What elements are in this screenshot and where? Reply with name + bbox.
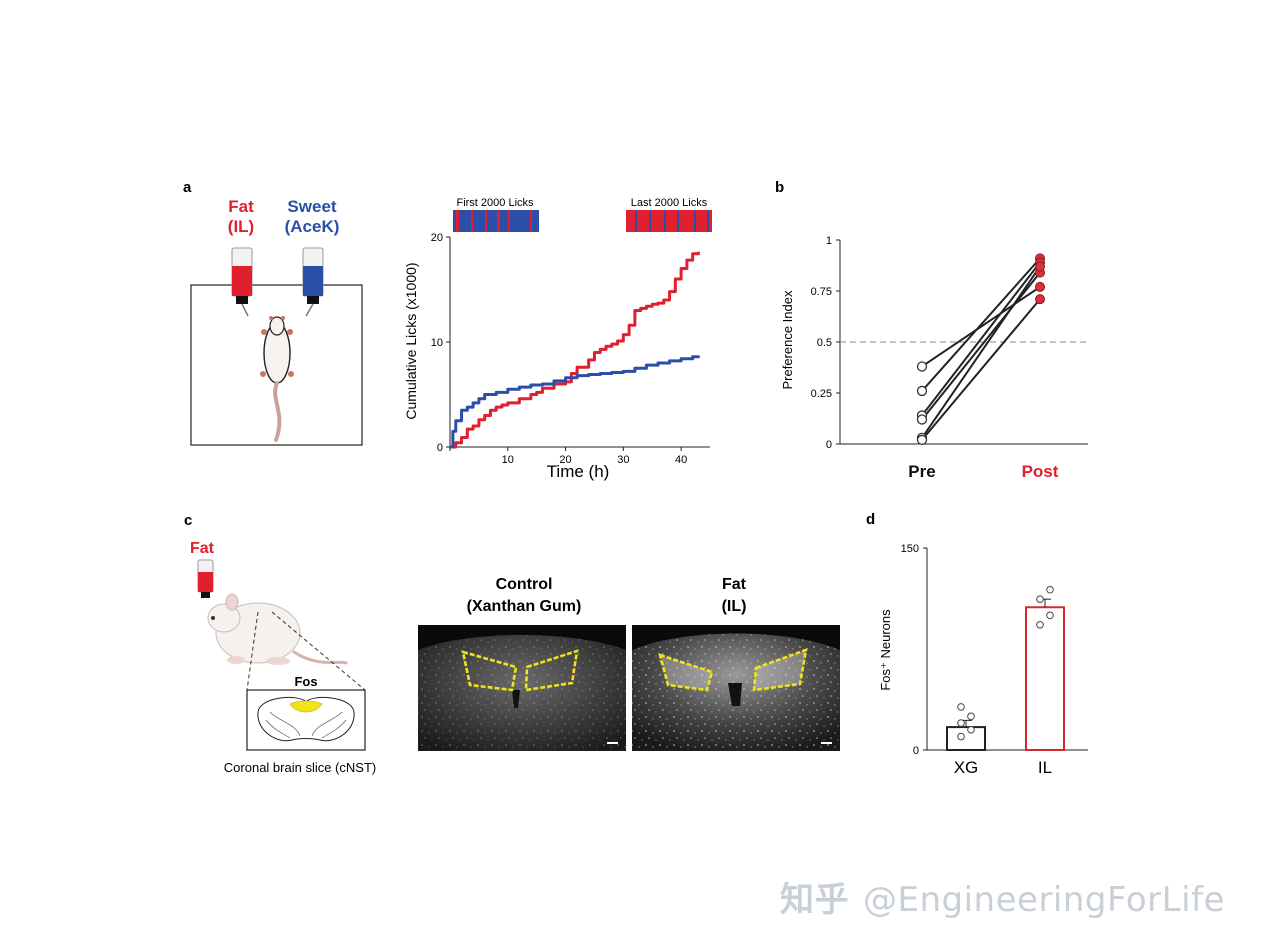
pref-pair-line [921,286,1041,368]
pref-pair-line [921,298,1041,441]
fos-category-label: IL [1038,758,1052,777]
pref-pre-point [916,361,928,372]
pref-post-point [1035,294,1045,305]
fat-sublabel: (IL) [228,217,254,236]
panel-a-letter: a [183,179,192,196]
licks-series-1 [450,355,700,449]
last-licks-label: Last 2000 Licks [631,197,708,209]
pref-post-point [1035,261,1045,272]
brain-slice-icon [257,696,355,742]
control-roi-right [524,649,579,692]
fos-y-tick-label: 0 [913,745,919,757]
sweet-label: Sweet [287,197,336,216]
control-title-line-2: (Xanthan Gum) [467,598,582,615]
watermark: 知乎 @EngineeringForLife [780,872,1225,921]
fos-data-point [1046,585,1054,594]
cumulative-licks-chart: Cumulative Licks (x1000) Time (h) 10 20 30… [403,232,710,481]
panel-c-letter: c [184,512,192,529]
panel-a: a Fat (IL) Sweet (AceK) [183,179,712,481]
sweet-bottle-icon [302,247,324,317]
pref-y-tick-label: 1 [826,235,832,247]
fos-data-point [957,719,965,727]
first-licks-label: First 2000 Licks [456,197,534,209]
licks-series-0 [450,251,700,449]
pref-category-label: Post [1022,462,1059,481]
zhihu-logo: 知乎 [780,880,849,920]
pref-post-point [1035,281,1045,292]
control-micrograph [418,625,626,751]
panel-c: c Fat Fos Coronal brain slice [184,512,840,775]
pref-pre-point [916,434,928,446]
pref-y-tick-label: 0.25 [811,388,832,400]
panel-d-letter: d [866,511,875,528]
pref-y-tick-label: 0.5 [817,337,832,349]
fat-roi-right [752,648,808,692]
slice-caption: Coronal brain slice (cNST) [224,760,376,775]
control-roi-left [461,650,518,692]
fat-micrograph [632,625,840,751]
licks-x-tick-label: 20 [559,454,571,466]
licks-y-tick-label: 20 [431,232,443,244]
mouse-top-view-icon [260,316,294,442]
panel-b-letter: b [775,179,784,196]
licks-y-tick-label: 10 [431,337,443,349]
fos-data-point [967,726,975,734]
fos-category-label: XG [954,758,979,777]
fos-bar [1025,606,1065,752]
licks-x-tick-label: 30 [617,454,629,466]
zoom-line-left [246,611,259,691]
pref-y-tick-label: 0 [826,439,832,451]
first-licks-bar [453,210,539,232]
pref-pre-point [916,385,928,397]
watermark-handle: @EngineeringForLife [863,880,1225,920]
fos-data-point [967,712,975,721]
pref-category-label: Pre [908,462,935,481]
c-fat-label: Fat [190,540,215,557]
pref-pair-line [921,261,1041,417]
pref-pair-line [921,257,1041,392]
licks-x-tick-label: 10 [502,454,514,466]
fos-data-point [1036,620,1044,629]
fos-label: Fos [294,674,317,689]
licks-x-tick-label: 40 [675,454,687,466]
fos-data-point [957,703,965,711]
fos-bar [946,726,986,752]
fos-y-axis-label: Fos⁺ Neurons [878,609,893,691]
fat-bottle-icon [231,247,253,317]
preference-index-chart: Preference Index 0 0.25 0.5 0.75 1 Pre Post [780,235,1088,481]
fos-data-point [1046,611,1054,620]
panel-d: d Fos⁺ Neurons 0 150 XG IL [866,511,1088,777]
panel-b: b Preference Index 0 0.25 0.5 0.75 1 Pre Post [775,179,1088,481]
fos-neurons-chart: Fos⁺ Neurons 0 150 XG IL [878,543,1088,777]
fat-label: Fat [228,197,254,216]
pref-pre-point [916,414,928,425]
pref-pair-line [921,272,1041,421]
fat-title-line-2: (IL) [722,598,747,615]
scale-bar-fat [821,742,832,744]
licks-y-axis-label: Cumulative Licks (x1000) [403,262,419,419]
sweet-sublabel: (AceK) [285,217,340,236]
licks-x-axis-label: Time (h) [547,462,610,481]
cage-box [190,284,363,446]
fos-y-tick-label: 150 [901,543,919,555]
zoom-line-right [271,611,366,691]
scale-bar-control [607,742,618,744]
fat-roi-left [658,653,714,692]
pref-pair-line [921,265,1041,439]
last-licks-bar [626,210,712,232]
pref-y-axis-label: Preference Index [780,290,795,390]
pref-y-tick-label: 0.75 [811,286,832,298]
fat-title-line-1: Fat [722,576,747,593]
fos-data-point [1036,595,1044,603]
fos-data-point [957,732,965,741]
licks-y-tick-label: 0 [437,442,443,454]
control-title-line-1: Control [496,576,553,593]
